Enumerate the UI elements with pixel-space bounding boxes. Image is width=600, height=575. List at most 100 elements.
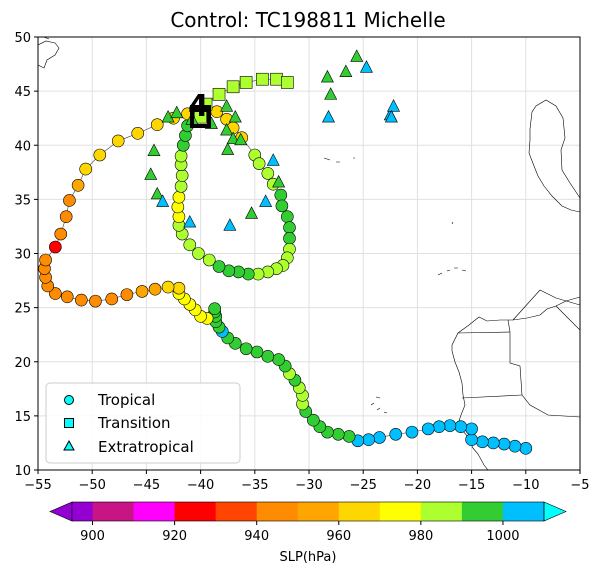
track-point-tropical-31 [239,342,253,356]
x-tick-label-2: −45 [133,478,160,493]
track-point-tropical-64 [71,179,85,192]
track-point-transition-116 [256,72,269,86]
legend-box [45,382,241,464]
greenland-coast [38,37,60,69]
colorbar-tick-label-4: 980 [408,529,433,544]
track-point-extratropical-134 [259,194,273,207]
track-point-tropical-62 [59,210,73,223]
track-point-tropical-81 [274,188,288,202]
track-point-extratropical-140 [324,87,338,100]
track-point-tropical-97 [192,247,205,260]
legend-transition-marker [64,418,74,428]
azores-islands [323,157,355,163]
track-point-tropical-0 [519,442,533,455]
legend-tropical-marker [64,395,74,405]
track-point-tropical-60 [49,240,62,254]
colorbar-label: SLP(hPa) [280,550,337,565]
colorbar-segment-9 [256,502,278,521]
x-tick-label-7: −20 [404,478,431,493]
track-point-transition-115 [239,76,253,89]
y-axis: 10 15 20 25 30 35 40 45 50 [14,31,38,479]
track-point-tropical-54 [60,290,74,304]
track-point-tropical-28 [272,353,285,366]
colorbar-segment-22 [523,502,545,521]
colorbar-segment-2 [113,502,134,521]
canary-islands [437,221,467,276]
algeria-border [555,305,580,331]
track-point-extratropical-132 [223,218,237,231]
legend-extratropical-label: Extratropical [98,438,194,456]
track-point-tropical-6 [465,422,478,436]
colorbar-segment-17 [420,502,442,521]
track-point-extratropical-133 [245,206,259,219]
track-point-extratropical-142 [339,64,353,77]
track-point-tropical-63 [63,194,76,207]
legend-extratropical-marker [63,439,75,451]
colorbar-segment-7 [215,502,237,521]
x-tick-label-0: −55 [24,478,51,493]
colorbar-segment-18 [441,502,463,521]
track-point-tropical-53 [75,293,88,307]
track-point-extratropical-136 [266,153,280,166]
colorbar-extend-high [543,501,567,522]
colorbar-ticks: 900 920 940 960 980 1000 [80,521,520,544]
x-tick-label-8: −15 [458,478,485,493]
legend-transition-label: Transition [97,414,171,432]
y-tick-label-2: 20 [14,356,31,371]
colorbar [49,501,567,522]
colorbar-tick-label-2: 940 [244,529,269,544]
colorbar-tick-label-3: 960 [326,529,351,544]
track-point-tropical-16 [342,430,356,443]
x-tick-label-9: −10 [512,478,539,493]
colorbar-segment-13 [338,502,360,521]
track-markers [38,49,533,455]
colorbar-tick-label-5: 1000 [486,529,519,544]
track-point-tropical-1 [508,439,522,453]
track-point-transition-111 [194,110,207,124]
track-point-extratropical-138 [220,99,234,112]
track-point-tropical-2 [497,437,511,451]
track-point-extratropical-127 [147,143,161,156]
track-point-tropical-4 [476,435,489,449]
track-point-extratropical-124 [226,131,240,145]
x-tick-label-5: −30 [295,478,322,493]
track-point-extratropical-120 [170,105,184,119]
track-point-tropical-83 [281,210,294,223]
track-point-tropical-61 [54,227,68,241]
track-point-tropical-17 [331,427,345,441]
colorbar-segment-3 [133,502,155,521]
colorbar-segment-10 [277,502,299,521]
track-point-tropical-104 [174,180,188,193]
mauritania-border [457,319,580,418]
track-point-extratropical-135 [272,174,286,188]
track-point-tropical-9 [432,420,446,434]
track-point-tropical-98 [183,238,197,252]
track-point-tropical-47 [161,280,175,294]
y-tick-label-0: 10 [14,464,31,479]
track-point-tropical-8 [443,419,457,432]
track-point-tropical-5 [465,433,478,446]
iberia-coastline [528,99,580,213]
colorbar-extend-low [49,501,73,522]
colorbar-tick-label-0: 900 [80,529,105,544]
track-point-tropical-103 [172,190,186,204]
track-point-tropical-48 [148,282,162,296]
track-point-tropical-67 [111,134,125,148]
x-tick-label-4: −35 [241,478,268,493]
colorbar-segment-8 [236,502,258,521]
colorbar-segment-12 [318,502,340,521]
track-point-extratropical-137 [228,109,242,123]
track-point-tropical-73 [210,105,224,118]
track-point-tropical-59 [39,253,52,267]
colorbar-segment-19 [461,502,483,521]
track-point-tropical-69 [150,118,164,131]
colorbar-segment-5 [174,502,196,521]
track-point-extratropical-146 [387,99,401,112]
cape-verde-islands [370,396,388,414]
x-axis: −55 −50 −45 −40 −35 −30 −25 −20 −15 −10 −5 [24,470,590,493]
colorbar-segment-1 [92,502,114,521]
track-point-extratropical-123 [220,122,234,136]
chart-title: Control: TC198811 Michelle [170,8,445,32]
track-point-tropical-7 [454,420,468,434]
colorbar-tick-label-1: 920 [162,529,187,544]
